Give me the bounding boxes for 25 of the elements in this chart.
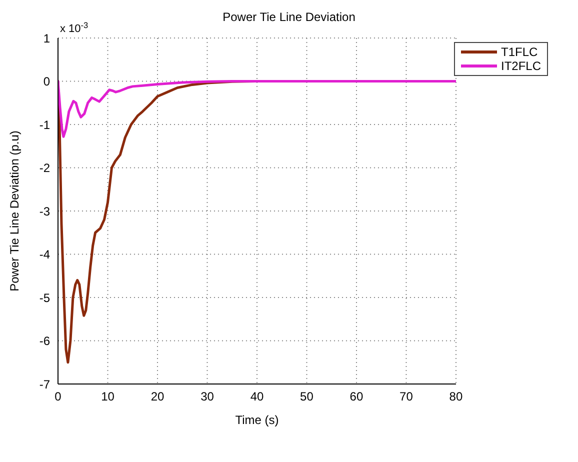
y-tick-label: 0	[43, 74, 50, 89]
x-tick-label: 0	[54, 390, 62, 404]
x-tick-label: 30	[200, 390, 214, 404]
line-series	[58, 80, 456, 138]
legend-label: IT2FLC	[500, 59, 541, 73]
text: x 10$^{-3}$	[60, 20, 89, 35]
y-tick-label: -6	[39, 334, 50, 348]
x-tick-label: 10	[101, 390, 115, 404]
y-tick-label: -5	[39, 290, 50, 305]
y-tick-label: -1	[39, 118, 50, 132]
x-tick-label: 50	[300, 390, 314, 404]
y-axis-title: Power Tie Line Deviation (p.u)	[7, 130, 22, 292]
x-axis-title: Time (s)	[235, 413, 279, 427]
x-tick-label: 80	[449, 390, 463, 404]
y-tick-label: 1	[43, 31, 50, 46]
x-tick-label: 40	[250, 390, 264, 404]
y-tick-label: -7	[39, 377, 50, 392]
y-tick-label: -2	[39, 161, 50, 176]
y-tick-label: -3	[39, 204, 50, 218]
x-tick-label: 60	[350, 390, 364, 404]
chart-title: Power Tie Line Deviation	[222, 10, 356, 24]
legend-label: T1FLC	[500, 45, 538, 59]
x-tick-label: 20	[150, 390, 164, 404]
y-tick-label: -4	[39, 248, 50, 262]
x-tick-label: 70	[400, 390, 414, 404]
